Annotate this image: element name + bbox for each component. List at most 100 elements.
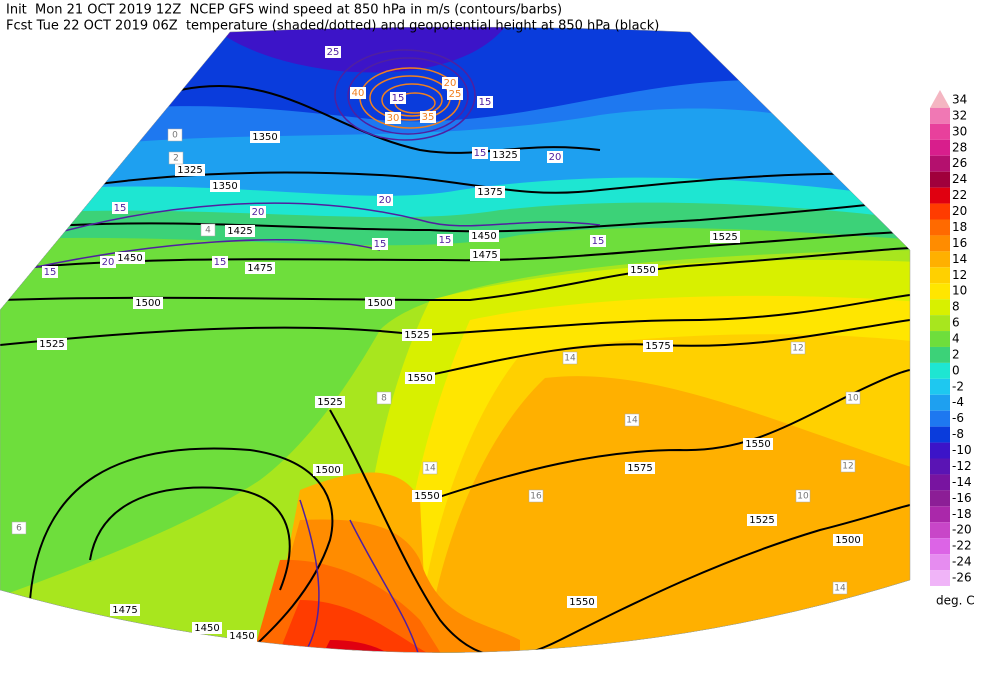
- label-box: [624, 413, 640, 427]
- label-box: [168, 151, 184, 165]
- label-box: [625, 462, 655, 474]
- wind-label: 40: [352, 88, 365, 99]
- wind-label: 15: [479, 97, 492, 108]
- wind-label: 15: [214, 257, 227, 268]
- wind-label: 15: [114, 203, 127, 214]
- height-label: 1325: [492, 150, 517, 161]
- height-label: 1550: [569, 597, 594, 608]
- colorbar-label: 16: [952, 236, 967, 250]
- label-box: [833, 534, 863, 546]
- colorbar-label: -24: [952, 555, 972, 569]
- label-box: [372, 238, 388, 250]
- temperature-label: 14: [626, 416, 638, 426]
- temperature-label: 6: [16, 524, 22, 534]
- label-box: [845, 391, 861, 405]
- label-box: [377, 194, 393, 206]
- colorbar-swatch: [930, 235, 950, 252]
- colorbar-swatch: [930, 171, 950, 188]
- colorbar-label: -10: [952, 443, 972, 457]
- label-box: [250, 131, 280, 143]
- wind-label: 25: [449, 89, 462, 100]
- height-label: 1350: [212, 181, 237, 192]
- colorbar-swatch: [930, 251, 950, 268]
- height-label: 1500: [135, 298, 160, 309]
- height-label: 1525: [712, 232, 737, 243]
- label-box: [590, 235, 606, 247]
- colorbar-label: 12: [952, 268, 967, 282]
- colorbar-swatch: [930, 283, 950, 300]
- colorbar-swatch: [930, 139, 950, 156]
- wind-label: 15: [44, 267, 57, 278]
- colorbar-label: -26: [952, 571, 972, 585]
- height-label: 1525: [39, 339, 64, 350]
- header-line: Init Mon 21 OCT 2019 12Z NCEP GFS wind s…: [6, 3, 562, 18]
- label-box: [315, 396, 345, 408]
- temperature-label: 2: [173, 154, 179, 164]
- colorbar-swatch: [930, 506, 950, 523]
- height-label: 1425: [227, 226, 252, 237]
- colorbar-swatch: [930, 123, 950, 140]
- colorbar-label: 18: [952, 220, 967, 234]
- label-box: [100, 256, 116, 268]
- colorbar-label: 20: [952, 204, 967, 218]
- colorbar-label: 14: [952, 252, 967, 266]
- label-box: [832, 581, 848, 595]
- wind-label: 15: [474, 148, 487, 159]
- label-box: [470, 249, 500, 261]
- colorbar-swatch: [930, 219, 950, 236]
- height-label: 1500: [835, 535, 860, 546]
- temperature-label: 12: [842, 462, 853, 472]
- height-label: 1450: [471, 231, 496, 242]
- colorbar-swatch: [930, 490, 950, 507]
- wind-label: 20: [379, 195, 392, 206]
- label-box: [350, 87, 366, 99]
- label-box: [175, 164, 205, 176]
- label-box: [490, 149, 520, 161]
- height-label: 1475: [112, 605, 137, 616]
- colorbar-swatch: [930, 426, 950, 443]
- label-box: [447, 88, 463, 100]
- colorbar-swatch: [930, 474, 950, 491]
- temperature-label: 12: [792, 344, 803, 354]
- label-box: [227, 630, 257, 642]
- label-box: [115, 252, 145, 264]
- colorbar-label: 8: [952, 300, 960, 314]
- label-box: [212, 256, 228, 268]
- colorbar-swatch: [930, 442, 950, 459]
- colorbar-swatch: [930, 187, 950, 204]
- temperature-label: 10: [797, 492, 809, 502]
- colorbar-label: -18: [952, 507, 972, 521]
- colorbar-swatch: [930, 331, 950, 347]
- label-box: [547, 151, 563, 163]
- colorbar-swatch: [930, 299, 950, 316]
- colorbar-unit: deg. C: [936, 594, 975, 608]
- colorbar-swatch: [930, 362, 950, 379]
- label-box: [385, 112, 401, 124]
- height-label: 1500: [367, 298, 392, 309]
- label-box: [442, 77, 458, 89]
- colorbar-label: 6: [952, 316, 960, 330]
- label-box: [567, 596, 597, 608]
- temperature-label: 14: [564, 354, 576, 364]
- colorbar-label: 32: [952, 108, 967, 122]
- height-label: 1550: [407, 373, 432, 384]
- colorbar-label: 10: [952, 284, 967, 298]
- colorbar-label: -22: [952, 539, 972, 553]
- label-box: [313, 464, 343, 476]
- label-box: [365, 297, 395, 309]
- height-label: 1350: [252, 132, 277, 143]
- label-box: [112, 202, 128, 214]
- label-box: [250, 206, 266, 218]
- height-label: 1575: [627, 463, 652, 474]
- label-box: [643, 340, 673, 352]
- colorbar-label: -6: [952, 411, 964, 425]
- label-box: [795, 489, 811, 503]
- temperature-label: 4: [205, 226, 211, 236]
- label-box: [710, 231, 740, 243]
- temperature-label: 14: [424, 464, 436, 474]
- height-label: 1375: [477, 187, 502, 198]
- temperature-label: 14: [834, 584, 846, 594]
